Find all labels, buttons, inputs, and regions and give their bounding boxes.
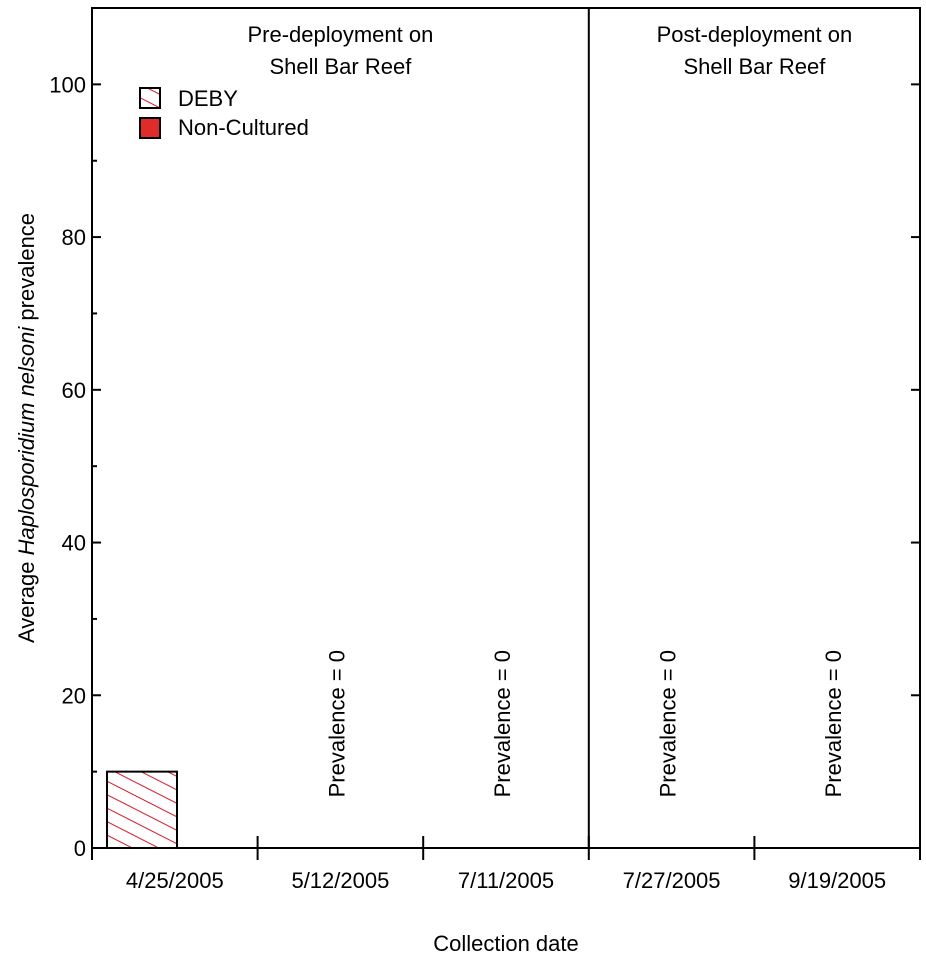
panel-labels: Pre-deployment on Shell Bar Reef Post-depl…: [247, 8, 852, 848]
x-tick-label: 9/19/2005: [788, 868, 886, 893]
bar-deby: [106, 770, 178, 849]
bars: [106, 770, 178, 849]
zero-annotation: Prevalence = 0: [324, 650, 349, 797]
legend: DEBY Non-Cultured: [139, 86, 309, 140]
zero-annotation: Prevalence = 0: [821, 650, 846, 797]
y-tick-label: 40: [62, 531, 86, 556]
x-axis: 4/25/2005 5/12/2005 7/11/2005 7/27/2005 9/19…: [91, 836, 921, 893]
panel-title-line2: Shell Bar Reef: [269, 54, 412, 79]
legend-label-deby: DEBY: [178, 86, 238, 111]
x-tick-label: 7/27/2005: [623, 868, 721, 893]
y-axis-title-prefix: Average: [14, 555, 39, 643]
x-tick-label: 4/25/2005: [126, 868, 224, 893]
y-tick-label: 80: [62, 225, 86, 250]
x-tick-label: 5/12/2005: [291, 868, 389, 893]
panel-title-line2: Shell Bar Reef: [683, 54, 826, 79]
y-tick-label: 100: [49, 72, 86, 97]
panel-title-line1: Pre-deployment on: [247, 22, 433, 47]
x-axis-title: Collection date: [433, 931, 579, 956]
y-axis-title: Average Haplosporidium nelsoni prevalenc…: [14, 213, 39, 643]
y-axis: 0 20 40 60 80 100: [49, 7, 920, 861]
y-tick-label: 20: [62, 683, 86, 708]
y-tick-label: 60: [62, 378, 86, 403]
y-axis-title-species: Haplosporidium nelsoni: [14, 326, 39, 556]
legend-label-non-cultured: Non-Cultured: [178, 115, 309, 140]
y-axis-title-suffix: prevalence: [14, 213, 39, 327]
y-tick-label: 0: [74, 836, 86, 861]
x-tick-label: 7/11/2005: [458, 868, 554, 893]
plot-frame: [91, 7, 921, 849]
legend-swatch-deby: [139, 87, 161, 109]
zero-annotation: Prevalence = 0: [490, 650, 515, 797]
zero-annotations: Prevalence = 0 Prevalence = 0 Prevalence =…: [324, 650, 846, 797]
zero-annotation: Prevalence = 0: [656, 650, 681, 797]
panel-title-line1: Post-deployment on: [657, 22, 853, 47]
legend-swatch-non-cultured: [139, 117, 161, 139]
